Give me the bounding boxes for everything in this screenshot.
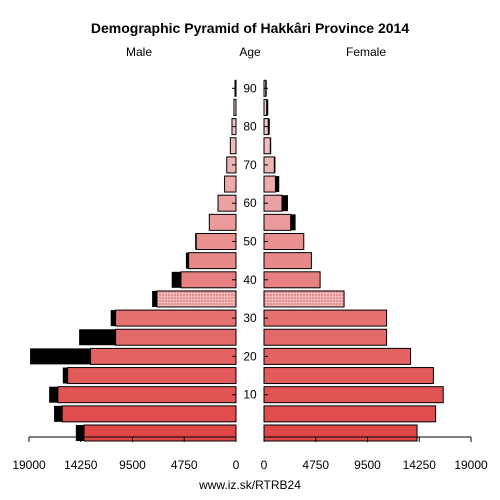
age-tick-label: 60	[243, 196, 257, 210]
female-x-tick-label: 19000	[454, 458, 488, 472]
male-bars	[30, 79, 237, 442]
age-tick-label: 10	[243, 388, 257, 402]
chart-title: Demographic Pyramid of Hakkâri Province …	[91, 20, 409, 36]
female-bar	[263, 271, 321, 289]
male-bar	[90, 347, 237, 365]
female-x-tick-label: 4750	[302, 458, 329, 472]
male-x-tick-label: 0	[233, 458, 240, 472]
female-bar	[263, 252, 312, 270]
female-label: Female	[346, 45, 386, 59]
female-bar	[263, 137, 271, 155]
male-excess-bar	[75, 425, 85, 441]
age-tick-label: 80	[243, 120, 257, 134]
male-excess-bar	[30, 348, 91, 365]
male-excess-bar	[49, 386, 58, 403]
female-bar	[263, 213, 292, 231]
age-tick-label: 30	[243, 311, 257, 325]
female-excess-bar	[274, 156, 276, 173]
male-bar	[233, 98, 237, 116]
male-excess-bar	[152, 290, 158, 307]
female-excess-bar	[290, 214, 296, 231]
male-bar	[195, 233, 237, 250]
female-x-tick-label: 9500	[354, 458, 381, 472]
age-tick-label: 50	[243, 235, 257, 249]
male-bar	[115, 309, 237, 327]
female-bar	[263, 424, 418, 442]
female-excess-bar	[281, 195, 288, 212]
female-bar	[263, 367, 434, 385]
source-label: www.iz.sk/RTRB24	[198, 478, 301, 492]
male-bar	[180, 271, 237, 289]
male-bar	[57, 386, 237, 404]
male-excess-bar	[54, 405, 63, 422]
age-axis: 10 20 30 40 50 60 70 80 90	[232, 81, 268, 402]
male-excess-bar	[110, 310, 116, 327]
female-bar	[263, 290, 345, 308]
male-x-tick-label: 14250	[64, 458, 98, 472]
female-x-tick-label: 14250	[403, 458, 437, 472]
female-x-tick-label: 0	[261, 458, 268, 472]
female-bar	[263, 328, 388, 346]
age-tick-label: 40	[243, 273, 257, 287]
male-excess-bar	[195, 233, 197, 250]
male-bar	[83, 424, 237, 442]
male-excess-bar	[62, 367, 68, 384]
age-tick-label: 20	[243, 349, 257, 363]
male-x-tick-label: 9500	[119, 458, 146, 472]
male-excess-bar	[79, 329, 116, 346]
female-bar	[263, 405, 437, 423]
age-tick-label: 70	[243, 158, 257, 172]
male-excess-bar	[171, 271, 181, 288]
female-excess-bar	[268, 118, 270, 135]
female-bars	[263, 79, 444, 442]
female-bar	[263, 347, 412, 365]
female-bar	[263, 386, 444, 404]
female-excess-bar	[275, 176, 280, 193]
male-bar	[156, 290, 237, 308]
male-bar	[224, 175, 237, 193]
female-bar	[263, 98, 268, 116]
male-bar	[61, 405, 237, 423]
male-bar	[188, 252, 237, 270]
female-bar	[263, 309, 388, 327]
male-bar	[229, 137, 237, 155]
age-label: Age	[239, 45, 261, 59]
male-excess-bar	[185, 252, 189, 269]
female-bar	[263, 233, 305, 250]
male-bar	[67, 367, 237, 385]
female-excess-bar	[266, 99, 269, 116]
male-label: Male	[126, 45, 152, 59]
x-ticks: 0 0 4750 4750 9500 9500 14250 14250 19000 19000	[12, 437, 488, 472]
age-tick-label: 90	[243, 81, 257, 95]
female-excess-bar	[270, 137, 272, 154]
male-bar	[115, 328, 237, 346]
male-bar	[208, 213, 237, 231]
male-x-tick-label: 4750	[171, 458, 198, 472]
male-x-tick-label: 19000	[12, 458, 46, 472]
female-bar	[263, 175, 276, 193]
